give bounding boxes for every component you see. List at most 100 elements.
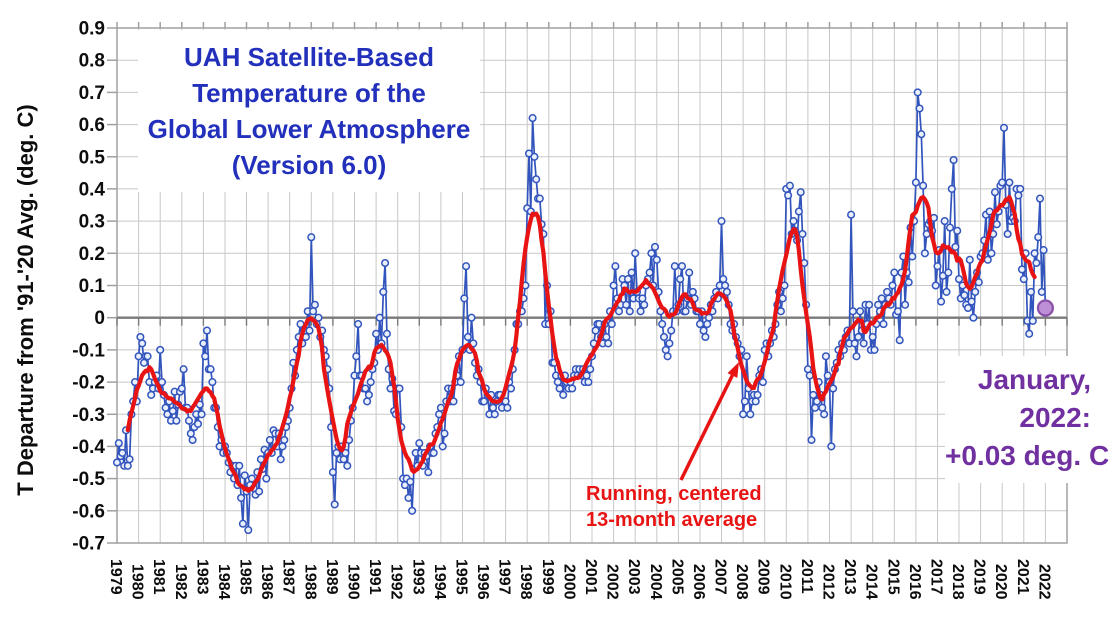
data-point <box>123 461 132 470</box>
data-point <box>645 268 654 277</box>
data-point <box>803 365 812 374</box>
data-point <box>852 352 861 361</box>
data-point <box>188 435 197 445</box>
data-point <box>827 442 836 451</box>
data-point <box>238 519 247 528</box>
data-point <box>809 390 818 399</box>
axis-frame <box>107 22 1068 544</box>
x-tick-label: 1989 <box>323 559 340 595</box>
data-point <box>868 332 877 342</box>
data-point <box>908 252 917 261</box>
data-point <box>895 336 904 345</box>
data-point <box>202 326 212 335</box>
data-point <box>138 339 147 348</box>
data-point <box>143 352 152 361</box>
x-tick-label: 2013 <box>841 559 858 595</box>
data-point <box>197 410 206 419</box>
x-tick-label: 1996 <box>474 564 491 600</box>
data-point <box>776 307 785 316</box>
data-point <box>456 378 465 387</box>
data-point <box>746 410 755 419</box>
data-point <box>944 268 953 277</box>
data-point <box>1035 194 1045 203</box>
x-tick-label: 1980 <box>129 564 146 600</box>
data-point <box>931 281 940 290</box>
data-point <box>753 390 762 399</box>
data-point <box>998 178 1007 187</box>
data-point <box>462 262 471 271</box>
data-point <box>186 429 195 438</box>
data-point <box>963 303 973 313</box>
data-point <box>278 442 287 451</box>
data-point <box>314 313 323 322</box>
data-point <box>949 155 958 165</box>
data-point <box>785 181 794 190</box>
data-point <box>677 262 687 271</box>
y-tick-label: -0.5 <box>72 469 105 490</box>
x-tick-label: 1999 <box>539 559 556 595</box>
x-tick-label: 2017 <box>928 559 945 595</box>
data-point <box>999 123 1009 132</box>
data-point <box>535 194 544 203</box>
x-tick-label: 2001 <box>582 559 599 595</box>
x-tick-label: 2021 <box>1014 559 1031 595</box>
data-point <box>553 378 562 387</box>
data-point <box>954 275 964 284</box>
data-point <box>1017 265 1027 274</box>
data-point <box>967 297 976 306</box>
latest-value-annotation: January, 2022: +0.03 deg. C <box>945 356 1109 483</box>
x-tick-label: 2003 <box>625 559 642 595</box>
data-point <box>856 307 865 316</box>
data-point <box>640 300 649 309</box>
data-point <box>915 104 924 113</box>
data-point <box>888 281 897 290</box>
data-point <box>265 435 274 445</box>
x-tick-label: 1998 <box>517 564 534 600</box>
data-point <box>721 281 730 290</box>
data-point <box>424 468 433 477</box>
x-tick-label: 1988 <box>301 564 318 600</box>
data-point <box>778 294 787 303</box>
data-point <box>647 249 656 258</box>
data-point <box>382 329 391 338</box>
y-tick-label: 0.3 <box>79 212 105 233</box>
data-point <box>467 313 476 322</box>
x-tick-label: 1981 <box>150 559 167 595</box>
data-point <box>375 313 384 322</box>
x-tick-label: 2011 <box>798 559 815 594</box>
data-point <box>751 397 760 406</box>
data-point <box>877 294 886 303</box>
y-tick-label: 0.9 <box>79 19 105 40</box>
data-point <box>247 474 256 483</box>
data-point <box>823 371 832 380</box>
data-point <box>584 378 593 387</box>
data-point <box>559 390 568 399</box>
data-point <box>987 249 996 258</box>
data-point <box>193 419 203 428</box>
data-point <box>1034 233 1043 242</box>
data-point <box>992 220 1001 229</box>
x-tick-label: 2010 <box>776 564 793 600</box>
x-tick-label: 2018 <box>949 564 966 600</box>
data-point <box>1026 287 1036 296</box>
data-point <box>829 384 838 393</box>
y-tick-label: -0.1 <box>72 340 105 361</box>
data-point <box>960 291 969 300</box>
x-tick-label: 1995 <box>453 559 470 595</box>
data-point <box>622 300 631 309</box>
x-tick-label: 1979 <box>107 559 124 595</box>
data-point <box>659 332 669 342</box>
data-point <box>784 191 793 200</box>
data-point <box>609 281 618 290</box>
x-tick-label: 2002 <box>604 564 621 600</box>
data-point <box>177 384 186 393</box>
y-tick-label: 0.8 <box>79 51 105 72</box>
y-tick-label: -0.2 <box>72 373 105 394</box>
data-point <box>740 397 749 406</box>
x-tick-label: 1994 <box>431 564 448 600</box>
data-point <box>650 242 660 251</box>
data-point <box>722 287 731 296</box>
data-point <box>937 297 946 306</box>
data-point <box>436 403 445 412</box>
data-point <box>330 500 339 509</box>
